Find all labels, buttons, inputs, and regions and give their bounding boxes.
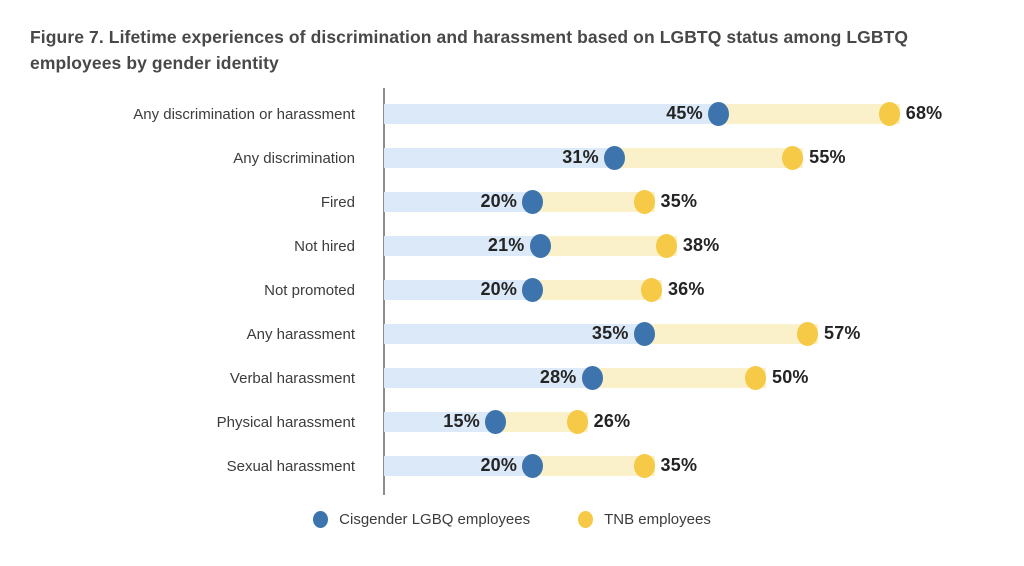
chart-row: Fired 20% 35% [0, 180, 1024, 224]
tnb-value-label: 38% [682, 235, 720, 256]
tnb-value-label: 36% [667, 279, 705, 300]
row-bar: 35% 57% [384, 322, 1024, 346]
cisgender-dot-marker [522, 278, 544, 302]
tnb-dot-marker [633, 190, 655, 214]
category-label: Physical harassment [216, 413, 355, 431]
legend-label-cisgender: Cisgender LGBQ employees [339, 511, 531, 528]
cisgender-value-label: 20% [480, 191, 518, 212]
tnb-band [495, 412, 588, 432]
tnb-band [540, 236, 677, 256]
cisgender-band [384, 192, 533, 212]
cisgender-value-label: 31% [562, 147, 599, 168]
tnb-value-label: 55% [809, 147, 846, 168]
figure-title: Figure 7. Lifetime experiences of discri… [30, 27, 909, 73]
tnb-band [532, 280, 662, 300]
cisgender-band [384, 324, 645, 344]
cisgender-dot-marker [522, 454, 544, 478]
tnb-dot-marker [797, 322, 818, 346]
tnb-band [718, 104, 900, 124]
cisgender-value-label: 35% [591, 323, 629, 344]
cisgender-dot-marker [522, 190, 544, 214]
tnb-band [532, 192, 655, 212]
chart-legend: Cisgender LGBQ employees TNB employees [0, 511, 1024, 528]
cisgender-band [384, 148, 615, 168]
category-label: Fired [320, 193, 355, 211]
row-bar: 20% 35% [384, 190, 1024, 214]
row-bar: 45% 68% [384, 102, 1024, 126]
tnb-band [644, 324, 818, 344]
chart-row: Verbal harassment 28% 50% [0, 356, 1024, 400]
chart-rows: Any discrimination or harassment 45% 68% An… [0, 88, 1024, 488]
row-bar: 20% 36% [384, 278, 1024, 302]
row-bar: 20% 35% [384, 454, 1024, 478]
cisgender-dot-marker [529, 234, 551, 258]
cisgender-band [384, 280, 533, 300]
cisgender-legend-dot-icon [313, 511, 329, 528]
cisgender-band [384, 236, 541, 256]
tnb-band [614, 148, 804, 168]
tnb-dot-marker [640, 278, 662, 302]
category-label: Sexual harassment [226, 457, 355, 475]
cisgender-value-label: 15% [443, 411, 480, 432]
cisgender-band [384, 104, 719, 124]
cisgender-value-label: 45% [666, 103, 703, 124]
category-label: Not promoted [264, 281, 355, 299]
category-label: Any harassment [246, 325, 355, 343]
tnb-value-label: 26% [593, 411, 631, 432]
chart-row: Sexual harassment 20% 35% [0, 444, 1024, 488]
cisgender-dot-marker [633, 322, 655, 346]
chart-row: Not hired 21% 38% [0, 224, 1024, 268]
tnb-band [592, 368, 766, 388]
chart-row: Any harassment 35% 57% [0, 312, 1024, 356]
cisgender-dot-marker [707, 102, 729, 126]
chart-row: Not promoted 20% 36% [0, 268, 1024, 312]
tnb-value-label: 68% [905, 103, 943, 124]
tnb-dot-marker [782, 146, 804, 170]
tnb-dot-marker [655, 234, 677, 258]
dumbbell-chart: Any discrimination or harassment 45% 68% An… [0, 88, 1024, 495]
tnb-legend-dot-icon [578, 511, 594, 528]
row-bar: 15% 26% [384, 410, 1024, 434]
chart-row: Any discrimination 31% 55% [0, 136, 1024, 180]
y-axis-line [383, 88, 385, 495]
tnb-dot-marker [745, 366, 766, 390]
legend-label-tnb: TNB employees [604, 511, 711, 528]
category-label: Not hired [294, 237, 355, 255]
cisgender-band [384, 412, 496, 432]
cisgender-dot-marker [581, 366, 603, 390]
cisgender-value-label: 28% [539, 367, 577, 388]
row-bar: 21% 38% [384, 234, 1024, 258]
row-bar: 28% 50% [384, 366, 1024, 390]
cisgender-value-label: 20% [480, 279, 518, 300]
chart-row: Any discrimination or harassment 45% 68% [0, 92, 1024, 136]
tnb-value-label: 50% [772, 367, 809, 388]
tnb-dot-marker [566, 410, 588, 434]
legend-item-cisgender: Cisgender LGBQ employees [313, 511, 530, 528]
tnb-value-label: 35% [660, 191, 698, 212]
cisgender-band [384, 456, 533, 476]
category-label: Verbal harassment [229, 369, 355, 387]
category-label: Any discrimination or harassment [133, 105, 355, 123]
row-bar: 31% 55% [384, 146, 1024, 170]
cisgender-value-label: 21% [487, 235, 525, 256]
tnb-band [532, 456, 655, 476]
chart-row: Physical harassment 15% 26% [0, 400, 1024, 444]
tnb-dot-marker [633, 454, 655, 478]
cisgender-dot-marker [484, 410, 506, 434]
tnb-value-label: 57% [824, 323, 861, 344]
tnb-value-label: 35% [660, 455, 698, 476]
cisgender-band [384, 368, 593, 388]
legend-item-tnb: TNB employees [578, 511, 711, 528]
cisgender-dot-marker [603, 146, 625, 170]
cisgender-value-label: 20% [480, 455, 518, 476]
category-label: Any discrimination [233, 149, 355, 167]
tnb-dot-marker [878, 102, 900, 126]
